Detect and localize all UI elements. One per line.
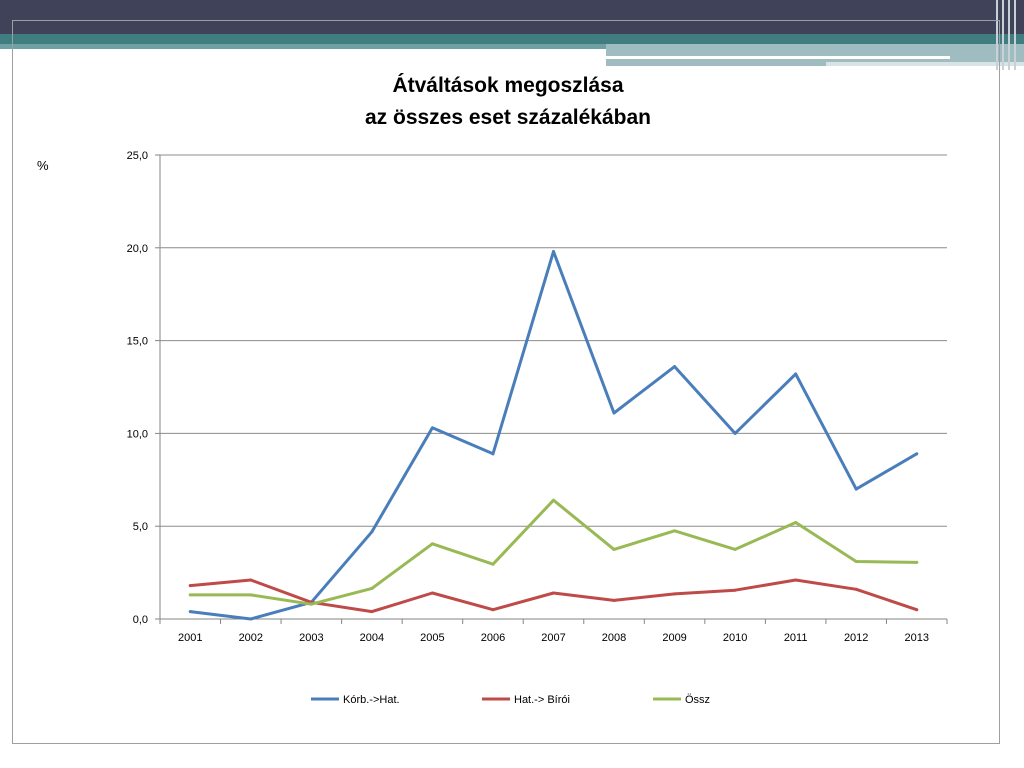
slide-frame [12, 20, 1000, 744]
data-point [249, 617, 253, 621]
data-point [491, 452, 495, 456]
data-point [430, 426, 434, 430]
chart-title-line-2: az összes eset százalékában [365, 106, 651, 129]
data-point [188, 610, 192, 614]
x-tick-label: 2003 [299, 632, 323, 644]
data-point [552, 591, 555, 595]
data-point [188, 584, 192, 588]
data-point [794, 372, 798, 376]
data-point [733, 588, 737, 592]
x-tick-label: 2007 [541, 632, 565, 644]
header-right-light-band [826, 62, 1024, 66]
x-tick-label: 2010 [723, 632, 747, 644]
y-tick-label: 20,0 [127, 243, 148, 255]
data-point [794, 520, 798, 524]
data-point [370, 530, 374, 534]
x-tick-label: 2001 [178, 632, 202, 644]
data-point [915, 452, 919, 456]
data-point [309, 602, 313, 606]
data-point [188, 593, 192, 597]
header-right-band [606, 44, 1024, 66]
data-point [612, 411, 616, 415]
corner-stripe [1014, 0, 1016, 70]
x-tick-label: 2008 [602, 632, 626, 644]
data-point [915, 608, 919, 612]
x-tick-label: 2009 [662, 632, 686, 644]
legend: Kórb.->Hat. Hat.-> Bírói Össz [311, 694, 710, 706]
series-line [188, 498, 919, 606]
data-point [673, 529, 677, 533]
header-right-line [606, 56, 950, 59]
y-tick-label: 5,0 [133, 521, 148, 533]
data-point [854, 559, 858, 563]
legend-label: Kórb.->Hat. [343, 694, 400, 706]
data-point [249, 578, 253, 582]
data-point [430, 542, 434, 546]
series-lines [188, 250, 919, 621]
y-tick-label: 0,0 [133, 614, 148, 626]
data-point [430, 591, 434, 595]
data-point [854, 587, 858, 591]
corner-stripe [1002, 0, 1004, 70]
x-tick-label: 2012 [844, 632, 868, 644]
data-point [854, 487, 858, 491]
series-line [188, 250, 919, 621]
y-tick-label: 15,0 [127, 336, 148, 348]
y-tick-label: 10,0 [127, 428, 148, 440]
data-point [794, 578, 798, 582]
legend-label: Hat.-> Bírói [514, 694, 570, 706]
x-tick-label: 2002 [239, 632, 263, 644]
x-tick-label: 2011 [784, 632, 808, 644]
legend-label: Össz [685, 694, 710, 706]
x-tick-label: 2004 [360, 632, 384, 644]
corner-stripe [1008, 0, 1010, 70]
data-point [552, 498, 555, 502]
axes: 0,0 5,0 10,0 15,0 20,0 25,0 2001 2002 2003 2004 20… [127, 150, 948, 644]
chart-title-line-1: Átváltások megoszlása [392, 74, 623, 97]
data-point [673, 592, 677, 596]
data-point [612, 547, 616, 551]
corner-stripe [996, 0, 998, 70]
y-tick-label: 25,0 [127, 150, 148, 162]
x-tick-label: 2013 [904, 632, 928, 644]
data-point [733, 547, 737, 551]
y-axis-label: % [37, 158, 49, 173]
data-point [673, 365, 677, 369]
data-point [491, 562, 495, 566]
data-point [249, 593, 253, 597]
gridlines [160, 154, 947, 620]
header-dark-band [0, 0, 1024, 34]
data-point [733, 431, 737, 435]
data-point [612, 598, 616, 602]
x-tick-label: 2006 [481, 632, 505, 644]
data-point [552, 250, 555, 254]
header-teal-band [0, 34, 1024, 44]
data-point [491, 608, 495, 612]
data-point [370, 586, 374, 590]
data-point [915, 560, 919, 564]
header-teal-accent [0, 44, 606, 49]
x-tick-label: 2005 [420, 632, 444, 644]
data-point [370, 610, 374, 614]
